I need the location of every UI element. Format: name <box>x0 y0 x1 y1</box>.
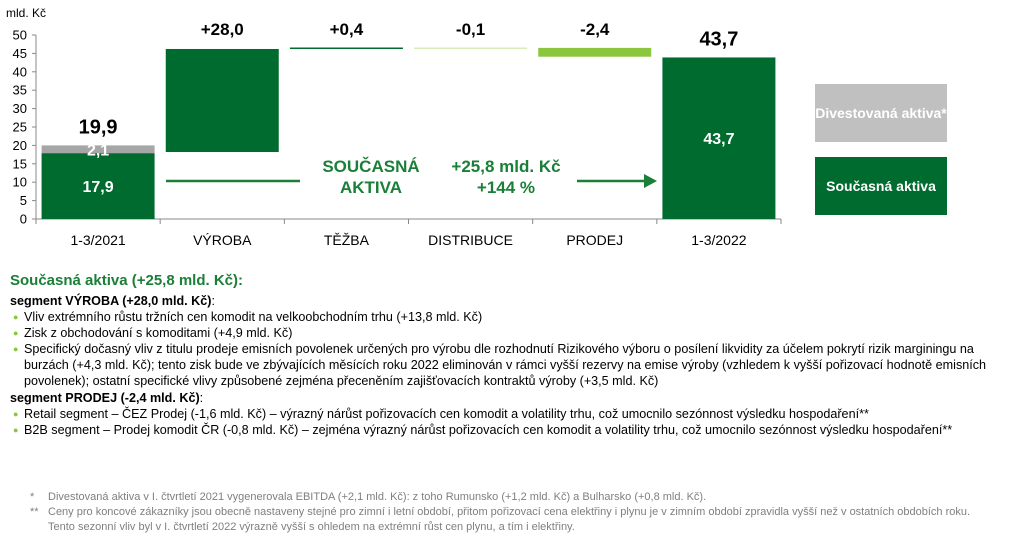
x-tick-label: PRODEJ <box>566 232 623 248</box>
legend-divested-assets: Divestovaná aktiva* <box>815 84 947 142</box>
bar-delta <box>414 47 528 50</box>
bullet-item: Retail segment – ČEZ Prodej (-1,6 mld. K… <box>13 406 1015 422</box>
footnote-text: Divestovaná aktiva v I. čtvrtletí 2021 v… <box>48 491 707 503</box>
commentary-block: Současná aktiva (+25,8 mld. Kč): segment… <box>10 272 1015 438</box>
y-tick-label: 20 <box>13 138 27 153</box>
y-tick-label: 10 <box>13 175 27 190</box>
footnote-mark: * <box>30 491 35 503</box>
segment-vyroba-heading: segment VÝROBA (+28,0 mld. Kč): <box>10 293 1015 309</box>
commentary-heading: Současná aktiva (+25,8 mld. Kč): <box>10 272 244 289</box>
y-tick-label: 0 <box>20 212 27 227</box>
y-tick-label: 35 <box>13 83 27 98</box>
bar-segment <box>41 145 155 154</box>
annotation-value-line2: +144 % <box>477 178 535 197</box>
segment-vyroba-title: segment VÝROBA (+28,0 mld. Kč) <box>10 294 212 308</box>
bullet-item: Zisk z obchodování s komoditami (+4,9 ml… <box>13 325 1015 341</box>
bar-segment <box>662 57 776 220</box>
annotation-title-line1: SOUČASNÁ <box>322 157 419 176</box>
bar-data-label: 17,9 <box>83 179 114 196</box>
bar-delta-label: +0,4 <box>330 20 364 39</box>
segment-prodej-list: Retail segment – ČEZ Prodej (-1,6 mld. K… <box>10 406 1015 438</box>
legend-divested-label: Divestovaná aktiva* <box>815 104 947 121</box>
bar-total-label: 19,9 <box>79 116 118 138</box>
footnote-text: Ceny pro koncové zákazníky jsou obecně n… <box>48 506 971 533</box>
bar-delta <box>538 47 652 57</box>
segment-prodej-title: segment PRODEJ (-2,4 mld. Kč) <box>10 391 200 405</box>
bar-data-label: 2,1 <box>87 142 109 159</box>
colon: : <box>199 391 204 405</box>
legend-current-assets: Současná aktiva <box>815 157 947 215</box>
y-tick-label: 15 <box>13 156 27 171</box>
annotation-arrowhead <box>644 174 657 188</box>
footnote-mark: ** <box>30 506 39 518</box>
bar-total-label: 43,7 <box>699 28 738 50</box>
y-tick-label: 25 <box>13 120 27 135</box>
segment-prodej-heading: segment PRODEJ (-2,4 mld. Kč): <box>10 390 1015 406</box>
bullet-item: B2B segment – Prodej komodit ČR (-0,8 ml… <box>13 422 1015 438</box>
bar-data-label: 43,7 <box>703 131 734 148</box>
x-tick-label: TĚŽBA <box>324 232 370 248</box>
bullet-item: Vliv extrémního růstu tržních cen komodi… <box>13 309 1015 325</box>
bullet-item: Specifický dočasný vliv z titulu prodeje… <box>13 341 1015 389</box>
footnote: ** Ceny pro koncové zákazníky jsou obecně… <box>30 505 990 535</box>
bar-delta-label: -0,1 <box>456 20 485 39</box>
bar-delta <box>289 47 403 50</box>
footnotes: * Divestovaná aktiva v I. čtvrtletí 2021 … <box>30 490 990 535</box>
x-tick-label: VÝROBA <box>193 232 252 248</box>
y-tick-label: 40 <box>13 64 27 79</box>
bar-delta-label: -2,4 <box>580 20 610 39</box>
x-tick-label: 1-3/2021 <box>70 232 125 248</box>
waterfall-chart: mld. Kč 0 5 10 15 20 25 30 35 40 45 50 1-3/2021 VÝROB… <box>6 6 782 248</box>
footnote: * Divestovaná aktiva v I. čtvrtletí 2021 … <box>30 490 990 505</box>
annotation-value-line1: +25,8 mld. Kč <box>451 157 560 176</box>
legend-current-label: Současná aktiva <box>826 177 936 194</box>
bar-segment <box>41 153 155 219</box>
y-tick-label: 5 <box>20 193 27 208</box>
y-tick-label: 30 <box>13 101 27 116</box>
y-tick-label: 45 <box>13 46 27 61</box>
segment-vyroba-list: Vliv extrémního růstu tržních cen komodi… <box>10 309 1015 389</box>
colon: : <box>211 294 215 308</box>
annotation-title-line2: AKTIVA <box>340 178 402 197</box>
bar-delta-label: +28,0 <box>201 20 244 39</box>
bar-delta <box>165 48 279 153</box>
y-tick-label: 50 <box>13 28 27 43</box>
x-tick-label: DISTRIBUCE <box>428 232 513 248</box>
x-tick-label: 1-3/2022 <box>691 232 746 248</box>
y-unit-label: mld. Kč <box>6 6 46 20</box>
